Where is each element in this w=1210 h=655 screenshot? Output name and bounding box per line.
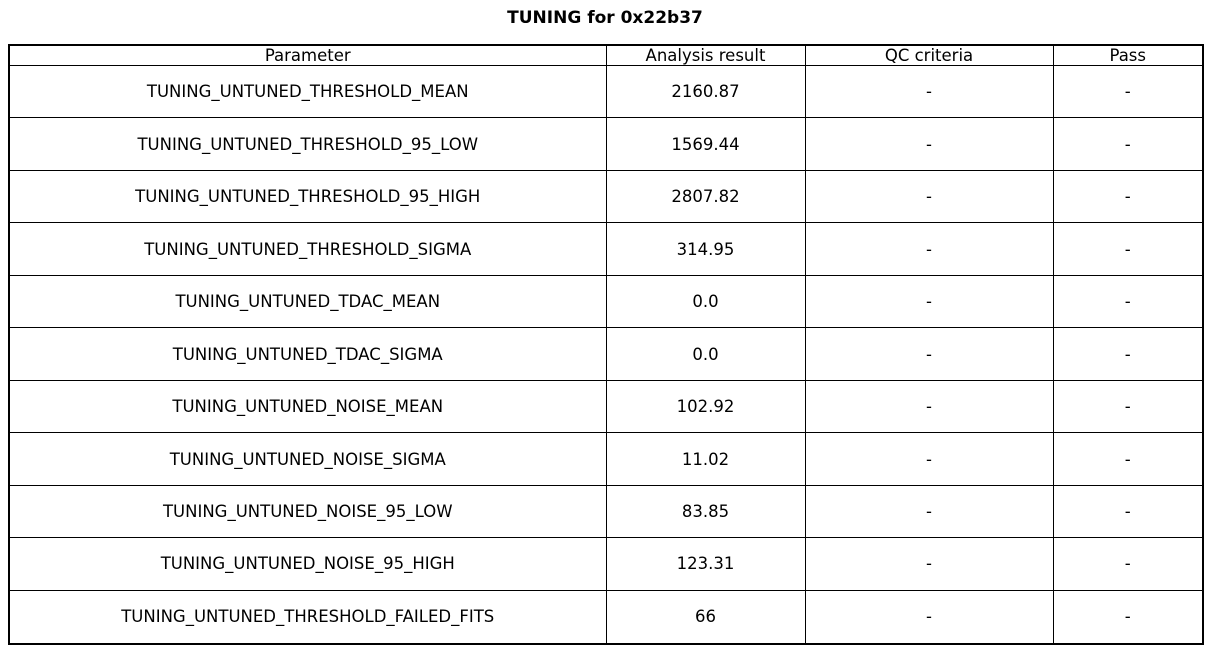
qc-cell: - (804, 117, 1054, 171)
parameter-cell: TUNING_UNTUNED_NOISE_95_LOW (8, 484, 607, 539)
qc-cell: - (804, 222, 1054, 276)
pass-cell: - (1052, 379, 1204, 434)
page-title: TUNING for 0x22b37 (507, 8, 703, 28)
parameter-cell: TUNING_UNTUNED_NOISE_95_HIGH (8, 537, 607, 591)
qc-cell: - (804, 589, 1054, 645)
table-header-row: Parameter Analysis result QC criteria Pa… (8, 44, 1204, 66)
result-cell: 0.0 (605, 327, 806, 381)
result-cell: 11.02 (605, 432, 806, 486)
result-cell: 1569.44 (605, 117, 806, 171)
result-cell: 66 (605, 589, 806, 645)
table-row: TUNING_UNTUNED_THRESHOLD_MEAN 2160.87 - … (8, 64, 1204, 119)
result-cell: 102.92 (605, 379, 806, 434)
parameter-cell: TUNING_UNTUNED_THRESHOLD_MEAN (8, 64, 607, 119)
header-qc-criteria: QC criteria (804, 44, 1054, 66)
table-row: TUNING_UNTUNED_THRESHOLD_95_HIGH 2807.82… (8, 169, 1204, 224)
result-cell: 0.0 (605, 274, 806, 329)
table-row: TUNING_UNTUNED_THRESHOLD_FAILED_FITS 66 … (8, 589, 1204, 645)
parameter-cell: TUNING_UNTUNED_NOISE_SIGMA (8, 432, 607, 486)
pass-cell: - (1052, 484, 1204, 539)
parameter-cell: TUNING_UNTUNED_TDAC_SIGMA (8, 327, 607, 381)
pass-cell: - (1052, 537, 1204, 591)
table-row: TUNING_UNTUNED_NOISE_SIGMA 11.02 - - (8, 432, 1204, 486)
qc-cell: - (804, 169, 1054, 224)
pass-cell: - (1052, 327, 1204, 381)
qc-results-table: Parameter Analysis result QC criteria Pa… (8, 44, 1204, 645)
qc-cell: - (804, 432, 1054, 486)
qc-cell: - (804, 379, 1054, 434)
qc-cell: - (804, 274, 1054, 329)
parameter-cell: TUNING_UNTUNED_THRESHOLD_FAILED_FITS (8, 589, 607, 645)
result-cell: 2807.82 (605, 169, 806, 224)
parameter-cell: TUNING_UNTUNED_THRESHOLD_95_LOW (8, 117, 607, 171)
pass-cell: - (1052, 222, 1204, 276)
parameter-cell: TUNING_UNTUNED_THRESHOLD_95_HIGH (8, 169, 607, 224)
table-row: TUNING_UNTUNED_TDAC_SIGMA 0.0 - - (8, 327, 1204, 381)
result-cell: 2160.87 (605, 64, 806, 119)
table-row: TUNING_UNTUNED_NOISE_MEAN 102.92 - - (8, 379, 1204, 434)
qc-cell: - (804, 64, 1054, 119)
result-cell: 314.95 (605, 222, 806, 276)
parameter-cell: TUNING_UNTUNED_THRESHOLD_SIGMA (8, 222, 607, 276)
result-cell: 83.85 (605, 484, 806, 539)
table-row: TUNING_UNTUNED_TDAC_MEAN 0.0 - - (8, 274, 1204, 329)
qc-cell: - (804, 537, 1054, 591)
table-row: TUNING_UNTUNED_NOISE_95_LOW 83.85 - - (8, 484, 1204, 539)
table-row: TUNING_UNTUNED_THRESHOLD_95_LOW 1569.44 … (8, 117, 1204, 171)
qc-cell: - (804, 327, 1054, 381)
pass-cell: - (1052, 589, 1204, 645)
header-analysis-result: Analysis result (605, 44, 806, 66)
pass-cell: - (1052, 274, 1204, 329)
pass-cell: - (1052, 432, 1204, 486)
table-row: TUNING_UNTUNED_NOISE_95_HIGH 123.31 - - (8, 537, 1204, 591)
result-cell: 123.31 (605, 537, 806, 591)
header-pass: Pass (1052, 44, 1204, 66)
qc-cell: - (804, 484, 1054, 539)
parameter-cell: TUNING_UNTUNED_NOISE_MEAN (8, 379, 607, 434)
table-row: TUNING_UNTUNED_THRESHOLD_SIGMA 314.95 - … (8, 222, 1204, 276)
pass-cell: - (1052, 117, 1204, 171)
header-parameter: Parameter (8, 44, 607, 66)
pass-cell: - (1052, 169, 1204, 224)
parameter-cell: TUNING_UNTUNED_TDAC_MEAN (8, 274, 607, 329)
pass-cell: - (1052, 64, 1204, 119)
